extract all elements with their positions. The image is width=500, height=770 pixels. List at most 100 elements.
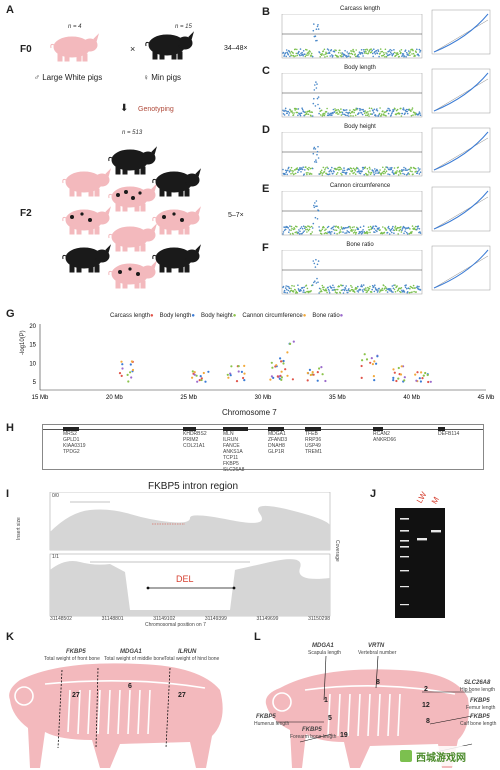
gene-name: KIAA0319 <box>63 443 86 449</box>
g-point <box>131 368 135 372</box>
gel-image <box>395 508 445 618</box>
qq-plot <box>431 9 491 55</box>
g-point <box>369 361 372 364</box>
min-pig <box>145 32 194 60</box>
i-xtick: 31148502 <box>50 616 72 622</box>
g-point <box>403 376 406 379</box>
gene-cluster: DEFB114 <box>438 431 459 437</box>
i-xtick: 31149102 <box>153 616 176 622</box>
gene-name: GPLD1 <box>63 437 80 443</box>
legend-dot-icon: ● <box>302 313 307 319</box>
pig-drawings <box>50 32 201 289</box>
l-num-7: 19 <box>340 732 348 739</box>
g-point <box>421 377 424 380</box>
pig-skeleton-k <box>9 663 223 768</box>
g-xtitle: Chromosome 7 <box>222 408 277 417</box>
gwas-panel-label: C <box>262 65 270 77</box>
panel-h-label: H <box>6 422 14 434</box>
i-genotype-00: 0/0 <box>52 493 59 499</box>
g-point <box>235 380 239 383</box>
g-point <box>195 374 198 377</box>
g-point <box>198 379 201 382</box>
f2-label: F2 <box>20 208 32 219</box>
k-gene-2: MDGA1 <box>120 649 142 655</box>
g-point <box>286 374 289 377</box>
min-label: ♀ Min pigs <box>143 73 182 82</box>
g-point <box>416 371 419 374</box>
g-point <box>200 378 203 382</box>
n-lw: n = 4 <box>68 24 82 30</box>
l-num-3: 12 <box>422 702 430 709</box>
down-arrow-icon: ⬇ <box>120 103 129 114</box>
f0-label: F0 <box>20 44 32 55</box>
gene-bar <box>305 427 321 431</box>
g-point <box>309 373 312 377</box>
panel-l-label: L <box>254 631 261 643</box>
gene-name: FKBP5 <box>223 461 239 467</box>
qq-plot <box>431 127 491 173</box>
g-point <box>320 366 323 369</box>
g-point <box>312 373 315 376</box>
gene-name: ANKRD66 <box>373 437 397 443</box>
l-num-2: 2 <box>424 686 428 693</box>
g-point <box>240 370 243 373</box>
gene-name: ZFAND3 <box>268 437 288 443</box>
gene-name: KHDRBS2 <box>183 431 207 437</box>
g-point <box>318 367 321 370</box>
gene-name: ANKS1A <box>223 449 243 455</box>
g-point <box>376 355 379 358</box>
gwas-title: Cannon circumference <box>329 183 391 189</box>
watermark: 西城游戏网 <box>396 746 500 766</box>
gene-name: TCP11 <box>223 455 239 461</box>
g-point <box>422 374 425 377</box>
l-desc-3: Hip bone length <box>460 687 496 693</box>
k-gene-1: FKBP5 <box>66 649 86 655</box>
legend-dot-icon: ● <box>339 313 344 319</box>
g-legend-item: Bone ratio● <box>312 313 344 319</box>
g-point <box>243 379 246 382</box>
g-point <box>392 376 395 379</box>
g-point <box>270 375 273 378</box>
l-desc-5: Calf bone length <box>460 721 497 727</box>
g-point <box>415 379 418 382</box>
legend-dot-icon: ● <box>150 313 154 319</box>
l-desc-4: Femur length <box>466 705 496 711</box>
watermark-logo-icon <box>400 750 412 762</box>
panel-a-label: A <box>6 4 14 16</box>
gene-name: MDGA1 <box>268 431 286 437</box>
manhattan-plot <box>281 73 423 118</box>
g-point <box>237 370 240 373</box>
g-point <box>373 360 376 363</box>
panel-g-label: G <box>6 308 15 320</box>
g-point <box>306 379 309 382</box>
g-scatter-plot: 20 15 10 5 15 Mb 20 Mb 25 Mb 30 Mb 35 Mb 40 Mb 45 … <box>29 324 495 401</box>
i-xtick: 31148801 <box>101 616 124 622</box>
gwas-panel-label: F <box>262 242 269 254</box>
g-point <box>279 357 282 360</box>
g-point <box>372 375 375 378</box>
l-gene-6: FKBP5 <box>256 714 276 720</box>
gene-name: MLN <box>223 431 234 437</box>
g-point <box>118 372 122 375</box>
g-point <box>360 364 363 368</box>
legend-dot-icon: ● <box>191 313 195 319</box>
i-xtick: 31149399 <box>204 616 227 622</box>
g-point <box>196 380 199 383</box>
qq-plot <box>431 245 491 291</box>
watermark-text: 西城游戏网 <box>416 752 466 764</box>
gene-bar <box>268 427 284 431</box>
gene-cluster: MLN ILRUN FANCE ANKS1A TCP11 FKBP5 SLC26A8 <box>223 431 244 473</box>
g-point <box>365 358 369 361</box>
g-point <box>308 368 311 371</box>
lw-label: ♂ Large White pigs <box>34 73 103 82</box>
gwas-panel-label: D <box>262 124 270 136</box>
gen1-text: 34–48× <box>224 45 248 52</box>
gene-name: RCAN2 <box>373 431 390 437</box>
g-xtick: 25 Mb <box>180 395 197 401</box>
g-xtick: 15 Mb <box>32 395 49 401</box>
gene-name: USP49 <box>305 443 321 449</box>
g-point <box>418 377 421 380</box>
l-desc-1: Scapula length <box>308 650 342 656</box>
gwas-title: Carcass length <box>339 6 381 12</box>
g-xtick: 20 Mb <box>106 395 123 401</box>
